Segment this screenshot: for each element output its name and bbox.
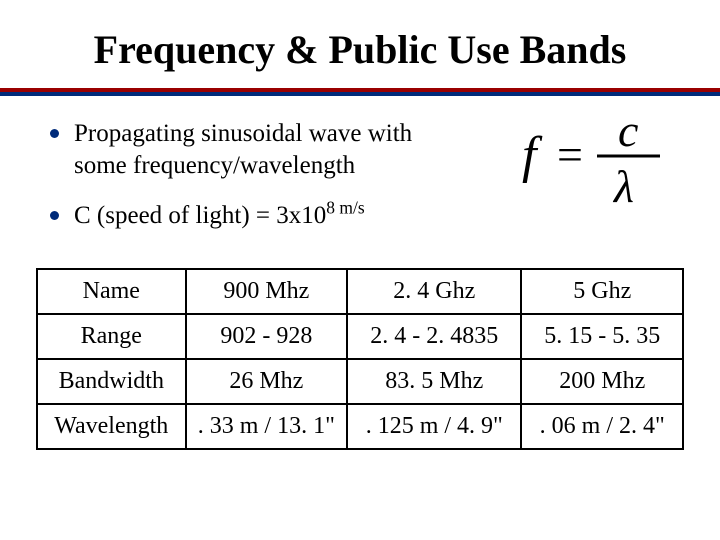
bullet-text: Propagating sinusoidal wave with some fr… bbox=[74, 120, 412, 179]
table-cell: 900 Mhz bbox=[186, 269, 348, 314]
bands-table-wrap: Name900 Mhz2. 4 Ghz5 GhzRange902 - 9282.… bbox=[0, 250, 720, 450]
table-cell: 200 Mhz bbox=[521, 359, 683, 404]
slide: Frequency & Public Use Bands Propagating… bbox=[0, 0, 720, 540]
table-cell: 902 - 928 bbox=[186, 314, 348, 359]
table-row: Bandwidth26 Mhz83. 5 Mhz200 Mhz bbox=[37, 359, 683, 404]
table-cell: . 33 m / 13. 1" bbox=[186, 404, 348, 449]
svg-text:=: = bbox=[557, 129, 583, 180]
table-row: Wavelength. 33 m / 13. 1". 125 m / 4. 9"… bbox=[37, 404, 683, 449]
table-cell: 5 Ghz bbox=[521, 269, 683, 314]
table-cell: . 06 m / 2. 4" bbox=[521, 404, 683, 449]
row-header-cell: Wavelength bbox=[37, 404, 186, 449]
row-header-cell: Name bbox=[37, 269, 186, 314]
svg-text:λ: λ bbox=[612, 161, 634, 212]
bullet-item-propagating: Propagating sinusoidal wave with some fr… bbox=[46, 118, 446, 182]
bullet-item-speedoflight: C (speed of light) = 3x108 m/s bbox=[46, 200, 446, 232]
table-cell: 26 Mhz bbox=[186, 359, 348, 404]
row-header-cell: Range bbox=[37, 314, 186, 359]
table-cell: 5. 15 - 5. 35 bbox=[521, 314, 683, 359]
table-row: Range902 - 9282. 4 - 2. 48355. 15 - 5. 3… bbox=[37, 314, 683, 359]
formula-f-equals-c-over-lambda: f = c λ bbox=[502, 102, 672, 212]
table-cell: 2. 4 Ghz bbox=[347, 269, 521, 314]
table-cell: 2. 4 - 2. 4835 bbox=[347, 314, 521, 359]
bullet-text-pre: C (speed of light) = 3x10 bbox=[74, 202, 326, 229]
divider bbox=[0, 88, 720, 96]
body: Propagating sinusoidal wave with some fr… bbox=[0, 96, 720, 232]
table-row: Name900 Mhz2. 4 Ghz5 Ghz bbox=[37, 269, 683, 314]
svg-text:c: c bbox=[618, 105, 638, 156]
table-cell: . 125 m / 4. 9" bbox=[347, 404, 521, 449]
table-cell: 83. 5 Mhz bbox=[347, 359, 521, 404]
formula-svg: f = c λ bbox=[502, 102, 672, 212]
bands-table: Name900 Mhz2. 4 Ghz5 GhzRange902 - 9282.… bbox=[36, 268, 684, 450]
svg-text:f: f bbox=[522, 127, 543, 184]
bullet-text-sup: 8 m/s bbox=[326, 198, 364, 218]
bullet-list: Propagating sinusoidal wave with some fr… bbox=[46, 118, 446, 232]
row-header-cell: Bandwidth bbox=[37, 359, 186, 404]
title-block: Frequency & Public Use Bands bbox=[0, 0, 720, 78]
page-title: Frequency & Public Use Bands bbox=[40, 28, 680, 72]
